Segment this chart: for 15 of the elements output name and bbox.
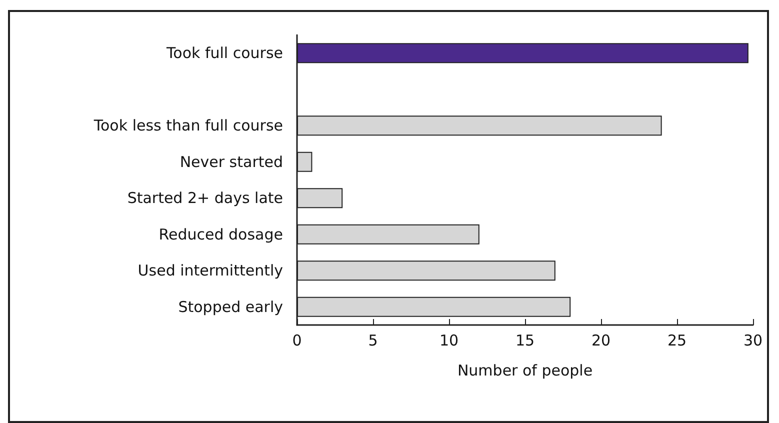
y-tick-label: Stopped early: [178, 298, 284, 316]
y-tick-label: Took full course: [166, 44, 283, 62]
x-tick-label: 15: [515, 332, 535, 350]
y-tick-label: Started 2+ days late: [127, 189, 283, 208]
x-tick-label: 0: [292, 332, 302, 350]
y-tick-label: Took less than full course: [92, 116, 283, 135]
x-tick-label: 5: [368, 332, 378, 350]
x-tick-label: 30: [743, 332, 763, 350]
x-axis-title: Number of people: [457, 362, 593, 380]
x-tick-label: 10: [439, 332, 459, 350]
x-tick-label: 20: [591, 332, 611, 350]
y-tick-label: Reduced dosage: [158, 225, 283, 244]
x-tick-label: 25: [667, 332, 687, 350]
y-tick-label: Never started: [180, 152, 283, 171]
y-tick-label: Used intermittently: [138, 262, 284, 280]
